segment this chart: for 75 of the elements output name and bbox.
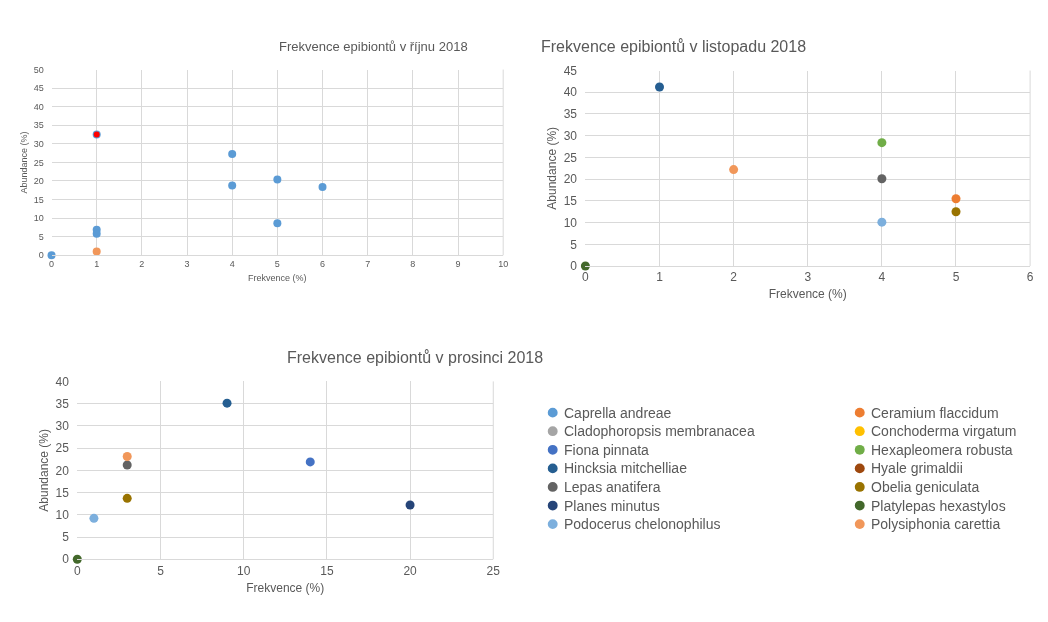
y-tick-label: 40 xyxy=(55,374,70,389)
y-tick-label: 10 xyxy=(33,213,44,224)
y-tick-label: 30 xyxy=(33,139,44,149)
legend-label: Planes minutus xyxy=(564,498,660,514)
y-tick-label: 10 xyxy=(563,215,578,230)
y-axis-title: Abundance (%) xyxy=(19,131,30,194)
legend-label: Platylepas hexastylos xyxy=(871,498,1006,514)
legend-label: Caprella andreae xyxy=(564,405,672,421)
legend-label: Polysiphonia carettia xyxy=(871,516,1001,532)
y-tick-label: 25 xyxy=(55,441,70,456)
y-tick-label: 25 xyxy=(33,157,44,168)
legend-label: Cladophoropsis membranacea xyxy=(564,423,755,439)
y-tick-label: 40 xyxy=(563,85,578,100)
y-tick-label: 5 xyxy=(570,237,578,252)
x-tick-label: 4 xyxy=(878,270,886,285)
y-tick-label: 30 xyxy=(563,128,578,143)
legend-label: Conchoderma virgatum xyxy=(871,423,1017,439)
y-tick-label: 35 xyxy=(33,120,44,131)
x-tick-label: 1 xyxy=(656,270,664,285)
legend-label: Lepas anatifera xyxy=(564,479,661,495)
x-tick-label: 5 xyxy=(952,270,960,285)
x-tick-label: 4 xyxy=(229,259,235,270)
y-tick-label: 20 xyxy=(563,172,578,187)
y-tick-label: 35 xyxy=(563,107,578,122)
x-tick-label: 6 xyxy=(320,259,326,270)
x-axis-title: Frekvence (%) xyxy=(248,272,307,283)
y-tick-label: 15 xyxy=(563,194,578,209)
legend-label: Podocerus chelonophilus xyxy=(564,516,721,532)
legend-label: Hincksia mitchelliae xyxy=(564,460,688,476)
legend-label: Hyale grimaldii xyxy=(871,460,963,476)
x-tick-label: 20 xyxy=(403,563,418,578)
y-tick-label: 0 xyxy=(62,552,70,567)
x-tick-label: 25 xyxy=(486,563,501,578)
x-tick-label: 10 xyxy=(237,563,251,578)
x-tick-label: 0 xyxy=(73,563,81,578)
y-tick-label: 20 xyxy=(33,176,44,187)
x-tick-label: 9 xyxy=(455,259,461,270)
x-tick-label: 8 xyxy=(410,259,416,270)
y-axis-title: Abundance (%) xyxy=(36,428,51,512)
x-tick-label: 7 xyxy=(365,259,371,270)
x-axis-title: Frekvence (%) xyxy=(246,580,325,595)
x-tick-label: 3 xyxy=(804,270,812,285)
y-tick-label: 50 xyxy=(33,64,44,75)
y-tick-label: 45 xyxy=(33,83,44,94)
chart-title: Frekvence epibiontů v říjnu 2018 xyxy=(279,39,468,54)
x-tick-label: 5 xyxy=(157,563,165,578)
y-tick-label: 0 xyxy=(38,250,44,261)
legend-label: Fiona pinnata xyxy=(564,442,650,458)
x-tick-label: 1 xyxy=(94,259,100,270)
x-tick-label: 10 xyxy=(498,259,509,270)
legend-label: Ceramium flaccidum xyxy=(871,405,999,421)
chart-title: Frekvence epibiontů v prosinci 2018 xyxy=(287,349,544,366)
y-tick-label: 25 xyxy=(563,150,578,165)
legend-label: Obelia geniculata xyxy=(871,479,980,495)
x-tick-label: 2 xyxy=(139,259,145,270)
y-tick-label: 20 xyxy=(55,463,70,478)
y-tick-label: 45 xyxy=(563,63,578,78)
y-tick-label: 5 xyxy=(38,231,44,242)
x-tick-label: 15 xyxy=(320,563,334,578)
legend-label: Hexapleomera robusta xyxy=(871,442,1013,458)
y-tick-label: 5 xyxy=(62,530,70,545)
y-tick-label: 30 xyxy=(55,419,70,434)
x-tick-label: 2 xyxy=(730,270,738,285)
x-tick-label: 6 xyxy=(1026,270,1034,285)
y-tick-label: 40 xyxy=(33,101,44,112)
y-tick-label: 10 xyxy=(55,508,70,523)
y-axis-title: Abundance (%) xyxy=(544,126,559,210)
y-tick-label: 15 xyxy=(33,194,44,205)
x-axis-title: Frekvence (%) xyxy=(768,287,847,302)
x-tick-label: 5 xyxy=(274,259,280,270)
x-tick-label: 3 xyxy=(184,259,190,270)
chart-title: Frekvence epibiontů v listopadu 2018 xyxy=(541,38,807,55)
x-tick-label: 0 xyxy=(582,270,590,285)
y-tick-label: 15 xyxy=(55,485,70,500)
y-tick-label: 35 xyxy=(55,396,70,411)
